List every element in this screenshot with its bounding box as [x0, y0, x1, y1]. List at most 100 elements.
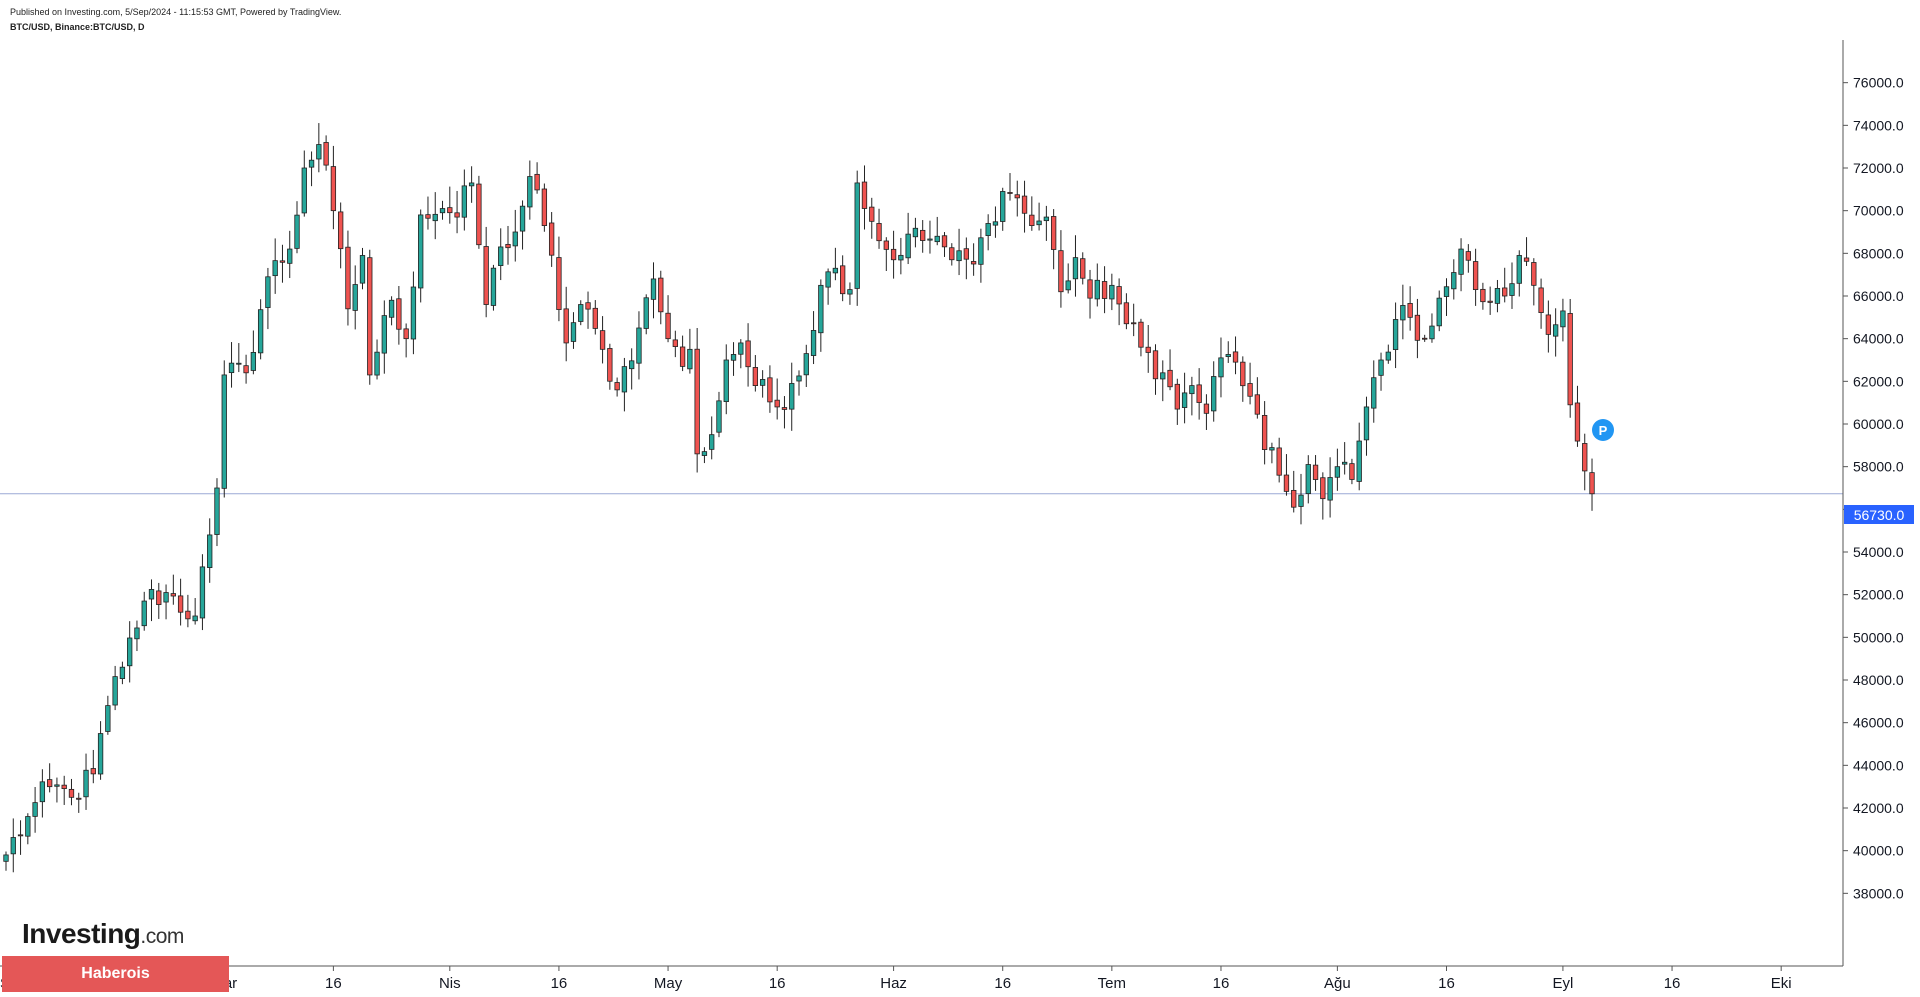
- x-tick-label: Nis: [439, 975, 461, 992]
- candle-body: [170, 593, 176, 597]
- dividend-badge[interactable]: P: [1592, 419, 1614, 441]
- candle-body: [461, 185, 467, 218]
- candle-body: [621, 366, 628, 393]
- y-tick-label: 64000.0: [1853, 331, 1904, 347]
- candle-body: [949, 247, 955, 261]
- candle-body: [1196, 384, 1202, 403]
- candle-body: [1021, 195, 1028, 214]
- candle-body: [1058, 250, 1064, 293]
- candle-body: [250, 352, 257, 371]
- y-tick-label: 44000.0: [1853, 757, 1904, 773]
- candle-body: [1436, 297, 1442, 327]
- candle-body: [992, 221, 999, 226]
- candle-body: [745, 340, 751, 368]
- candle-body: [338, 211, 344, 250]
- candle-body: [1298, 494, 1304, 507]
- candle-body: [1189, 385, 1195, 395]
- candle-body: [316, 144, 322, 160]
- investing-logo: Investing.com: [22, 918, 184, 950]
- candle-body: [1160, 372, 1166, 380]
- candle-body: [90, 768, 96, 775]
- candle-body: [643, 297, 649, 329]
- candle-body: [658, 277, 664, 313]
- x-tick-label: 16: [1438, 975, 1455, 992]
- candle-body: [1167, 369, 1173, 388]
- candle-body: [1291, 489, 1297, 508]
- candle-body: [716, 400, 722, 433]
- candle-body: [934, 235, 940, 243]
- x-tick-label: May: [654, 975, 683, 992]
- candle-body: [1407, 303, 1413, 318]
- candle-body: [556, 257, 562, 310]
- candle-body: [898, 254, 904, 261]
- candle-body: [1371, 377, 1377, 409]
- candle-body: [1283, 474, 1290, 492]
- candle-body: [1509, 283, 1515, 296]
- candle-body: [432, 213, 438, 222]
- candle-body: [425, 214, 431, 219]
- candle-body: [25, 816, 31, 837]
- candle-body: [308, 159, 315, 168]
- candle-body: [1211, 376, 1217, 412]
- candle-body: [905, 233, 911, 259]
- candle-body: [1123, 302, 1130, 325]
- candle-body: [1567, 313, 1573, 406]
- candle-body: [1174, 383, 1180, 410]
- candle-body: [294, 214, 300, 249]
- candle-body: [141, 600, 147, 627]
- candle-body: [1349, 463, 1355, 480]
- y-tick-label: 52000.0: [1853, 587, 1904, 603]
- candle-body: [1225, 354, 1231, 358]
- candle-body: [978, 237, 984, 265]
- y-tick-label: 74000.0: [1853, 117, 1904, 133]
- candle-body: [1356, 440, 1362, 482]
- candle-body: [207, 534, 213, 568]
- y-tick-label: 68000.0: [1853, 245, 1904, 261]
- candle-body: [738, 342, 744, 355]
- logo-suffix: .com: [140, 925, 184, 948]
- candle-body: [679, 346, 686, 367]
- candle-body: [1116, 286, 1122, 305]
- candle-body: [1000, 191, 1006, 222]
- candle-body: [257, 309, 264, 354]
- candle-body: [199, 566, 206, 619]
- candle-body: [228, 362, 235, 374]
- candle-body: [1072, 257, 1079, 280]
- x-tick-label: Eki: [1771, 975, 1792, 992]
- x-tick-label: Haz: [880, 975, 907, 992]
- candle-body: [381, 315, 387, 354]
- axis-layer: 38000.0 40000.0 42000.0 44000.0 46000.0 48000…: [0, 40, 1904, 992]
- candle-body: [970, 261, 977, 265]
- candle-body: [592, 307, 598, 329]
- x-tick-label: Ağu: [1324, 975, 1351, 992]
- candle-body: [1451, 272, 1457, 290]
- y-tick-label: 76000.0: [1853, 75, 1904, 91]
- candle-body: [890, 248, 897, 261]
- candle-body: [730, 354, 737, 361]
- candle-body: [1065, 280, 1071, 291]
- x-tick-label: 16: [1213, 975, 1230, 992]
- candle-body: [920, 229, 926, 241]
- candle-body: [1422, 337, 1428, 340]
- candle-body: [127, 637, 133, 667]
- candle-body: [1327, 477, 1333, 501]
- candle-body: [192, 615, 198, 622]
- candle-body: [61, 784, 67, 790]
- y-tick-label: 38000.0: [1853, 885, 1904, 901]
- x-tick-label: 16: [1664, 975, 1681, 992]
- candle-body: [1203, 403, 1210, 414]
- candle-body: [825, 271, 831, 288]
- candle-body: [1094, 279, 1100, 300]
- candle-body: [723, 359, 729, 403]
- x-tick-label: 16: [994, 975, 1011, 992]
- candle-body: [32, 802, 38, 817]
- candle-body: [46, 779, 53, 788]
- candle-body: [1589, 472, 1595, 495]
- candle-body: [214, 487, 220, 535]
- candle-body: [541, 188, 548, 227]
- candle-body: [330, 166, 337, 212]
- candle-body: [687, 348, 693, 370]
- candle-body: [1312, 464, 1319, 480]
- candle-body: [1007, 192, 1013, 194]
